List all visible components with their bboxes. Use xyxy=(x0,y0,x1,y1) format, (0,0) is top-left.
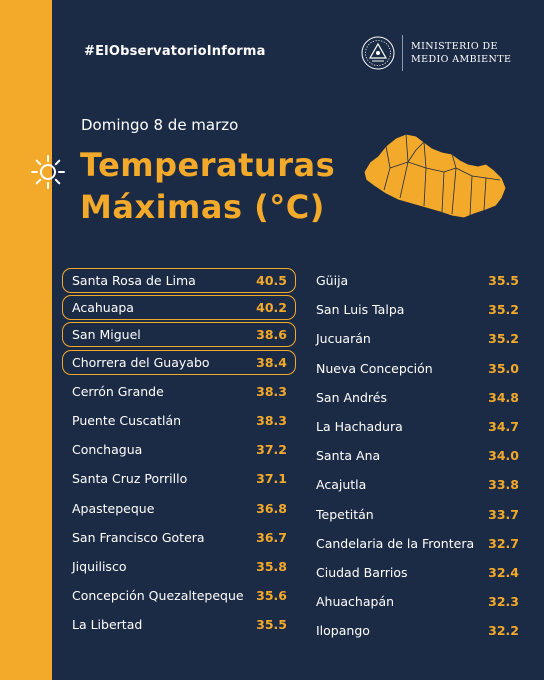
station-name: San Luis Talpa xyxy=(316,302,405,318)
station-name: Santa Cruz Porrillo xyxy=(72,471,188,487)
list-item: Acajutla 33.8 xyxy=(306,470,526,499)
title-line-1: Temperaturas xyxy=(80,146,336,184)
temperature-value: 38.3 xyxy=(256,383,287,399)
temperature-value: 35.2 xyxy=(488,331,519,347)
temperature-value: 32.7 xyxy=(488,535,519,551)
temperature-value: 40.2 xyxy=(256,300,287,316)
temperature-value: 35.8 xyxy=(256,558,287,574)
left-temperature-list: Santa Rosa de Lima 40.5 Acahuapa 40.2 San Mi… xyxy=(62,266,296,639)
coat-of-arms-icon xyxy=(361,36,395,70)
temperature-value: 37.2 xyxy=(256,442,287,458)
list-item: Ilopango 32.2 xyxy=(306,616,526,645)
list-item: San Luis Talpa 35.2 xyxy=(306,295,526,324)
temperature-value: 32.3 xyxy=(488,594,519,610)
station-name: Ilopango xyxy=(316,623,370,639)
list-item: Tepetitán 33.7 xyxy=(306,500,526,529)
ministry-name: MINISTERIO DE MEDIO AMBIENTE xyxy=(411,40,511,66)
list-item: Puente Cuscatlán 38.3 xyxy=(62,406,296,435)
ministry-divider xyxy=(402,35,403,71)
station-name: Acajutla xyxy=(316,477,367,493)
list-item: La Libertad 35.5 xyxy=(62,610,296,639)
list-item: Chorrera del Guayabo 38.4 xyxy=(62,349,296,375)
title-line-2: Máximas (°C) xyxy=(80,188,325,226)
list-item: Ciudad Barrios 32.4 xyxy=(306,558,526,587)
list-item: Santa Ana 34.0 xyxy=(306,441,526,470)
station-name: Ciudad Barrios xyxy=(316,564,408,580)
temperature-value: 35.0 xyxy=(488,360,519,376)
station-name: Tepetitán xyxy=(316,506,374,522)
temperature-value: 32.4 xyxy=(488,564,519,580)
list-item: Conchagua 37.2 xyxy=(62,435,296,464)
temperature-value: 38.6 xyxy=(256,327,287,343)
temperature-value: 37.1 xyxy=(256,471,287,487)
station-name: Jiquilisco xyxy=(72,558,127,574)
list-item: Cerrón Grande 38.3 xyxy=(62,377,296,406)
hashtag-label: #ElObservatorioInforma xyxy=(84,44,266,59)
page-title: Temperaturas Máximas (°C) xyxy=(80,144,335,228)
list-item: Concepción Quezaltepeque 35.6 xyxy=(62,581,296,610)
station-name: Nueva Concepción xyxy=(316,360,433,376)
list-item: Acahuapa 40.2 xyxy=(62,295,296,321)
temperature-value: 40.5 xyxy=(256,273,287,288)
station-name: Candelaria de la Frontera xyxy=(316,535,475,551)
station-name: Conchagua xyxy=(72,442,143,458)
station-name: Güija xyxy=(316,273,349,289)
list-item: Güija 35.5 xyxy=(306,266,526,295)
list-item: San Andrés 34.8 xyxy=(306,383,526,412)
right-temperature-list: Güija 35.5 San Luis Talpa 35.2 Jucuarán 35.2 N… xyxy=(306,266,526,645)
temperature-value: 35.6 xyxy=(256,588,287,604)
ministry-line-1: MINISTERIO DE xyxy=(411,41,498,52)
station-name: Jucuarán xyxy=(316,331,371,347)
temperature-value: 38.4 xyxy=(256,354,287,370)
list-item: Apastepeque 36.8 xyxy=(62,494,296,523)
list-item: La Hachadura 34.7 xyxy=(306,412,526,441)
station-name: Puente Cuscatlán xyxy=(72,413,182,429)
list-item: San Miguel 38.6 xyxy=(62,322,296,348)
el-salvador-map-icon xyxy=(363,133,507,219)
ministry-logo: MINISTERIO DE MEDIO AMBIENTE xyxy=(360,34,511,72)
station-name: Ahuachapán xyxy=(316,594,395,610)
station-name: Acahuapa xyxy=(72,300,134,316)
station-name: La Hachadura xyxy=(316,419,403,435)
temperature-value: 32.2 xyxy=(488,623,519,639)
accent-side-bar xyxy=(0,0,52,680)
station-name: Apastepeque xyxy=(72,500,155,516)
main-panel xyxy=(52,0,544,680)
temperature-value: 36.7 xyxy=(256,529,287,545)
list-item: Santa Cruz Porrillo 37.1 xyxy=(62,464,296,493)
list-item: Santa Rosa de Lima 40.5 xyxy=(62,268,296,293)
temperature-value: 33.7 xyxy=(488,506,519,522)
temperature-value: 35.2 xyxy=(488,302,519,318)
temperature-value: 35.5 xyxy=(488,273,519,289)
temperature-value: 34.7 xyxy=(488,419,519,435)
station-name: Concepción Quezaltepeque xyxy=(72,588,244,604)
list-item: Nueva Concepción 35.0 xyxy=(306,354,526,383)
station-name: La Libertad xyxy=(72,617,143,633)
station-name: San Francisco Gotera xyxy=(72,529,205,545)
temperature-value: 34.0 xyxy=(488,448,519,464)
station-name: San Andrés xyxy=(316,389,387,405)
temperature-value: 38.3 xyxy=(256,413,287,429)
date-label: Domingo 8 de marzo xyxy=(81,116,239,134)
list-item: Candelaria de la Frontera 32.7 xyxy=(306,529,526,558)
station-name: Chorrera del Guayabo xyxy=(72,354,210,370)
temperature-value: 35.5 xyxy=(256,617,287,633)
ministry-line-2: MEDIO AMBIENTE xyxy=(411,54,512,65)
station-name: Cerrón Grande xyxy=(72,383,164,399)
sun-icon xyxy=(31,155,65,189)
temperature-value: 34.8 xyxy=(488,389,519,405)
list-item: San Francisco Gotera 36.7 xyxy=(62,523,296,552)
station-name: Santa Ana xyxy=(316,448,381,464)
list-item: Jiquilisco 35.8 xyxy=(62,552,296,581)
station-name: Santa Rosa de Lima xyxy=(72,273,196,288)
station-name: San Miguel xyxy=(72,327,141,343)
temperature-value: 36.8 xyxy=(256,500,287,516)
list-item: Jucuarán 35.2 xyxy=(306,324,526,353)
list-item: Ahuachapán 32.3 xyxy=(306,587,526,616)
temperature-value: 33.8 xyxy=(488,477,519,493)
